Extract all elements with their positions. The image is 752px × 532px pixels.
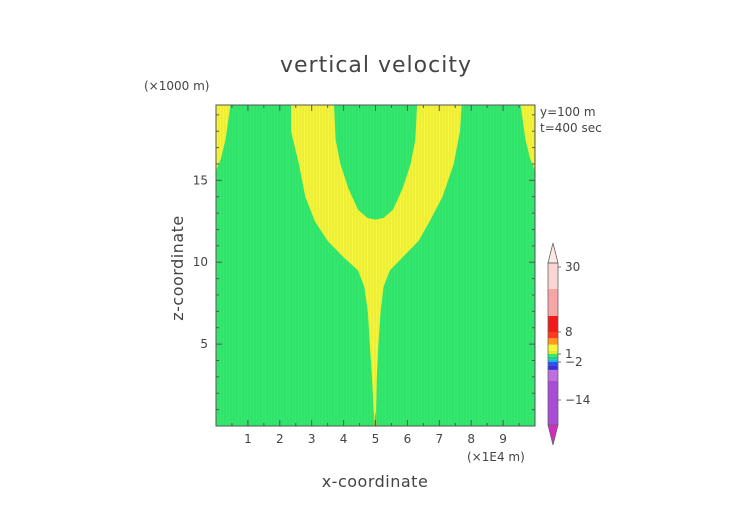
y-tick-label: 5 — [200, 337, 208, 351]
colorbar: 30 8 1−2 −14 — [547, 242, 590, 446]
colorbar-label: 1 — [565, 347, 573, 361]
colorbar-label: −2 — [565, 355, 583, 369]
y-tick-label: 15 — [193, 173, 208, 187]
colorbar-band — [548, 288, 558, 316]
x-tick-label: 9 — [499, 432, 507, 446]
x-tick-label: 6 — [404, 432, 412, 446]
colorbar-band — [548, 354, 558, 357]
y-tick-label: 10 — [193, 255, 208, 269]
x-axis-ticks: 1 2 3 4 5 6 7 8 9 — [215, 105, 536, 446]
x-tick-label: 1 — [244, 432, 252, 446]
region-central-plume — [291, 105, 462, 426]
colorbar-band — [548, 359, 558, 362]
colorbar-frame — [547, 262, 559, 426]
y-axis-ticks: 5 10 15 — [193, 114, 535, 411]
grid-texture — [218, 105, 535, 426]
region-right-edge-lobe — [520, 105, 535, 171]
colorbar-band — [548, 344, 558, 351]
x-axis-label: x-coordinate — [322, 472, 429, 491]
colorbar-label: −14 — [565, 393, 590, 407]
colorbar-band — [548, 350, 558, 354]
colorbar-lower-extension — [547, 424, 559, 446]
colorbar-label: 30 — [565, 260, 580, 274]
x-tick-label: 5 — [372, 432, 380, 446]
colorbar-band — [548, 338, 558, 345]
colorbar-band — [548, 369, 558, 381]
x-tick-label: 3 — [308, 432, 316, 446]
colorbar-band — [548, 263, 558, 289]
annotation-time: t=400 sec — [540, 121, 602, 135]
colorbar-label: 8 — [565, 325, 573, 339]
x-scale-label: (×1E4 m) — [467, 450, 525, 464]
x-tick-label: 2 — [276, 432, 284, 446]
colorbar-band — [548, 332, 558, 339]
colorbar-band — [548, 381, 558, 425]
y-axis-label: z-coordinate — [168, 215, 187, 321]
colorbar-band — [548, 356, 558, 360]
region-left-edge-lobe — [216, 105, 231, 171]
y-scale-label: (×1000 m) — [144, 79, 209, 93]
x-tick-label: 4 — [340, 432, 348, 446]
chart-title: vertical velocity — [280, 53, 472, 78]
contour-regions — [216, 105, 535, 426]
annotation-location: y=100 m — [540, 105, 596, 119]
colorbar-band — [548, 316, 558, 332]
colorbar-band — [548, 365, 558, 370]
x-tick-label: 8 — [467, 432, 475, 446]
colorbar-upper-extension — [547, 242, 559, 264]
plot-area: 1 2 3 4 5 6 7 8 9 5 10 15 — [193, 104, 536, 446]
colorbar-band — [548, 362, 558, 366]
x-tick-label: 7 — [435, 432, 443, 446]
